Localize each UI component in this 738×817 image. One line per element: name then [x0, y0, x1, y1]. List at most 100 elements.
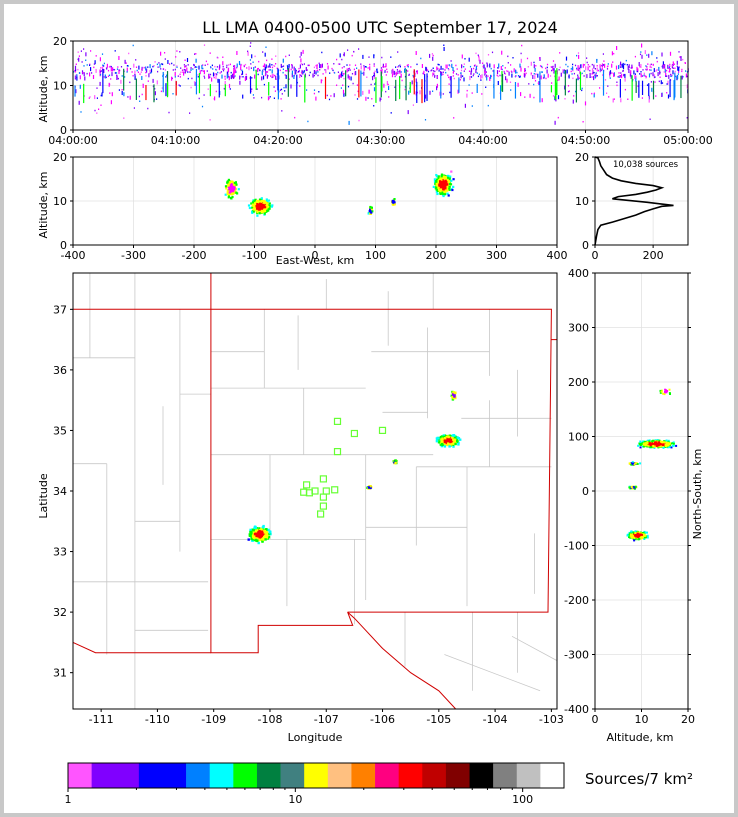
p1-source-point [570, 70, 572, 73]
p1-source-point [348, 67, 351, 70]
p1-source-point [664, 67, 666, 70]
p1-source-point [203, 44, 206, 46]
p1-source-point [300, 58, 302, 63]
p1-source-point [400, 73, 402, 78]
p1-source-point [546, 69, 548, 74]
p1-source-point [404, 66, 406, 68]
p1-source-point [565, 63, 567, 66]
p1-source-point [479, 59, 481, 64]
p1-source-point [209, 52, 211, 54]
p1-source-point [217, 71, 219, 74]
map-source-point [450, 443, 453, 446]
p1-source-point [427, 70, 430, 73]
p5-source-point [648, 442, 651, 445]
p1-xtick-label: 04:40:00 [458, 134, 507, 147]
p1-source-point [347, 69, 350, 72]
p1-source-point [629, 72, 631, 77]
p1-source-point [240, 66, 242, 71]
p1-source-point [475, 52, 477, 55]
p1-source-point [203, 70, 205, 75]
map-source-point [261, 538, 264, 541]
map-source-point [443, 440, 447, 444]
p1-source-point [674, 67, 676, 69]
p1-source-point [99, 69, 101, 71]
p1-source-point [448, 69, 450, 71]
map-ytick-label: 36 [53, 364, 67, 377]
p1-source-point [223, 68, 225, 70]
p1-source-point [593, 92, 595, 95]
p1-source-point [98, 108, 100, 110]
p2-source-point [444, 187, 447, 190]
p1-source-point [408, 74, 410, 76]
p1-source-point [370, 83, 372, 86]
map-source-point [441, 435, 444, 439]
p1-source-point [233, 65, 236, 70]
p1-source-point [317, 69, 319, 72]
map-source-point [443, 438, 447, 442]
p2-source-point [233, 186, 236, 189]
p1-source-point [485, 74, 488, 77]
p1-source-point [617, 76, 619, 78]
p1-source-point [480, 79, 482, 81]
p1-source-point [552, 70, 555, 73]
p1-source-point [657, 72, 659, 77]
p1-source-point [74, 75, 76, 80]
p1-source-point [93, 66, 95, 69]
p1-source-point [515, 75, 517, 78]
p2-source-point [230, 196, 233, 200]
p1-source-point [485, 71, 487, 74]
p1-source-point [206, 70, 208, 72]
p1-source-point [664, 64, 666, 69]
p1-source-point [633, 70, 635, 75]
p1-ytick-label: 10 [53, 80, 67, 93]
p1-source-point [343, 66, 345, 68]
p1-source-point [147, 107, 149, 110]
colorbar-swatch [445, 763, 470, 788]
p1-source-point [407, 64, 409, 66]
p2-source-point [443, 182, 446, 185]
p1-source-point [666, 75, 668, 77]
p2-xtick-label: 300 [486, 249, 507, 262]
p1-source-point [126, 71, 128, 73]
p1-source-point [369, 63, 371, 66]
p1-source-point [432, 72, 434, 77]
p1-source-point [646, 68, 648, 70]
p1-source-point [77, 58, 79, 61]
p1-source-point [156, 98, 158, 100]
p1-source-point [338, 75, 340, 80]
p1-source-point [567, 85, 570, 87]
p1-source-point [185, 65, 187, 67]
p1-source-point [349, 64, 351, 66]
p1-source-point [596, 58, 598, 63]
p1-source-point [133, 63, 135, 68]
p1-source-point [94, 109, 96, 112]
p2-source-point [254, 206, 257, 209]
p1-source-point [118, 69, 120, 71]
p1-source-point [347, 74, 349, 79]
p1-source-point [406, 64, 408, 67]
p1-source-point [215, 90, 217, 93]
p1-source-point [288, 70, 290, 73]
p1-source-point [226, 74, 228, 79]
p1-source-point [178, 84, 180, 86]
p1-source-point [137, 71, 139, 73]
p2-source-point [369, 208, 372, 211]
p2-source-point [445, 181, 448, 184]
p5-source-point [659, 442, 662, 445]
p2-source-point [448, 182, 452, 186]
p1-source-point [250, 67, 252, 69]
p5-ytick-label: 300 [568, 322, 589, 335]
p1-source-point [650, 81, 652, 83]
p2-xtick-label: 0 [312, 249, 319, 262]
colorbar-swatch [138, 763, 163, 788]
p1-source-point [261, 96, 263, 99]
p5-source-point [646, 439, 649, 442]
p1-source-point [571, 73, 573, 75]
p1-source-point [487, 75, 489, 77]
p1-source-point [152, 65, 154, 68]
p1-source-point [295, 69, 297, 72]
p1-source-point [106, 68, 108, 70]
p5-source-point [630, 533, 633, 536]
p1-source-point [147, 80, 149, 82]
